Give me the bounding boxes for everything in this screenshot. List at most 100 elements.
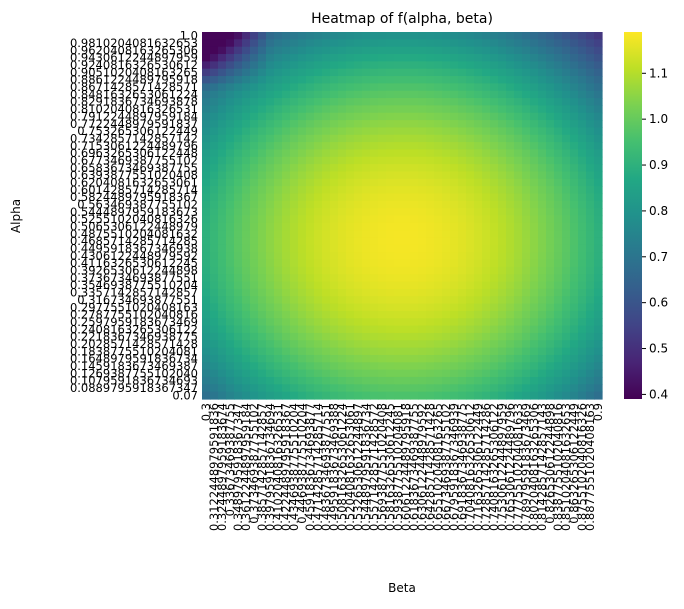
heatmap-cell xyxy=(570,208,579,217)
heatmap-cell xyxy=(218,266,227,275)
heatmap-cell xyxy=(450,112,459,121)
heatmap-cell xyxy=(226,68,235,77)
heatmap-cell xyxy=(234,83,243,92)
heatmap-cell xyxy=(442,46,451,55)
heatmap-cell xyxy=(546,281,555,290)
x-tick-label: 0.6306122448979592 xyxy=(415,403,429,531)
heatmap-cell xyxy=(378,222,387,231)
heatmap-cell xyxy=(458,68,467,77)
heatmap-cell xyxy=(290,134,299,143)
heatmap-cell xyxy=(410,340,419,349)
heatmap-cell xyxy=(458,61,467,70)
heatmap-cell xyxy=(346,340,355,349)
heatmap-cell xyxy=(522,362,531,371)
heatmap-cell xyxy=(570,281,579,290)
heatmap-cell xyxy=(210,281,219,290)
heatmap-cell xyxy=(330,39,339,48)
heatmap-cell xyxy=(346,230,355,239)
heatmap-cell xyxy=(314,164,323,173)
heatmap-cell xyxy=(234,68,243,77)
heatmap-cell xyxy=(546,376,555,385)
heatmap-cell xyxy=(298,222,307,231)
heatmap-cell xyxy=(346,222,355,231)
heatmap-cell xyxy=(362,347,371,356)
heatmap-cell xyxy=(450,164,459,173)
heatmap-cell xyxy=(410,303,419,312)
heatmap-cell xyxy=(258,259,267,268)
heatmap-cell xyxy=(458,178,467,187)
heatmap-cell xyxy=(562,222,571,231)
heatmap-cell xyxy=(378,252,387,261)
heatmap-cell xyxy=(442,112,451,121)
y-tick-label: 0.07 xyxy=(172,388,198,402)
heatmap-cell xyxy=(354,215,363,224)
heatmap-cell xyxy=(250,362,259,371)
heatmap-cell xyxy=(258,340,267,349)
heatmap-cell xyxy=(538,171,547,180)
heatmap-cell xyxy=(594,134,603,143)
heatmap-cell xyxy=(362,156,371,165)
heatmap-cell xyxy=(554,274,563,283)
heatmap-cell xyxy=(594,362,603,371)
heatmap-cell xyxy=(434,215,443,224)
heatmap-cell xyxy=(522,340,531,349)
heatmap-cell xyxy=(202,303,211,312)
y-tick-label: 0.2977551020408163 xyxy=(70,300,198,314)
heatmap-cell xyxy=(594,266,603,275)
y-tick-label: 0.3546938775510204 xyxy=(70,278,198,292)
heatmap-cell xyxy=(250,120,259,129)
heatmap-cell xyxy=(282,340,291,349)
heatmap-cell xyxy=(482,83,491,92)
heatmap-cell xyxy=(394,76,403,84)
heatmap-cell xyxy=(530,156,539,165)
heatmap-cell xyxy=(546,112,555,121)
heatmap-cell xyxy=(274,310,283,319)
heatmap-cell xyxy=(514,354,523,363)
heatmap-cell xyxy=(210,332,219,341)
heatmap-cell xyxy=(546,384,555,393)
heatmap-cell xyxy=(330,200,339,209)
heatmap-cell xyxy=(266,332,275,341)
heatmap-cell xyxy=(538,376,547,385)
heatmap-cell xyxy=(458,259,467,268)
heatmap-cell xyxy=(514,200,523,209)
heatmap-cell xyxy=(434,296,443,305)
heatmap-cell xyxy=(346,237,355,246)
heatmap-cell xyxy=(378,281,387,290)
heatmap-cell xyxy=(490,244,499,253)
heatmap-cell xyxy=(498,200,507,209)
heatmap-cell xyxy=(290,208,299,217)
heatmap-cell xyxy=(418,193,427,202)
heatmap-cell xyxy=(418,274,427,283)
heatmap-cell xyxy=(394,340,403,349)
heatmap-cell xyxy=(282,120,291,129)
heatmap-cell xyxy=(266,215,275,224)
heatmap-cell xyxy=(506,384,515,393)
heatmap-cell xyxy=(562,354,571,363)
x-tick-label: 0.7775510204081633 xyxy=(511,403,525,531)
heatmap-cell xyxy=(370,354,379,363)
heatmap-cell xyxy=(346,120,355,129)
heatmap-cell xyxy=(314,32,323,40)
chart-title: Heatmap of f(alpha, beta) xyxy=(311,11,493,27)
heatmap-cell xyxy=(226,112,235,121)
heatmap-cell xyxy=(210,98,219,106)
x-tick-label: 0.4959183673469388 xyxy=(327,403,341,531)
heatmap-cell xyxy=(218,90,227,99)
heatmap-cell xyxy=(282,98,291,106)
heatmap-cell xyxy=(338,178,347,187)
heatmap-cell xyxy=(346,46,355,55)
heatmap-cell xyxy=(410,149,419,158)
heatmap-cell xyxy=(266,252,275,261)
heatmap-cell xyxy=(242,178,251,187)
heatmap-cell xyxy=(538,98,547,106)
heatmap-cell xyxy=(594,354,603,363)
heatmap-cell xyxy=(402,149,411,158)
heatmap-cell xyxy=(426,222,435,231)
heatmap-cell xyxy=(218,384,227,393)
heatmap-cell xyxy=(354,134,363,143)
heatmap-cell xyxy=(434,39,443,48)
heatmap-cell xyxy=(274,178,283,187)
heatmap-cell xyxy=(578,274,587,283)
heatmap-cell xyxy=(522,384,531,393)
